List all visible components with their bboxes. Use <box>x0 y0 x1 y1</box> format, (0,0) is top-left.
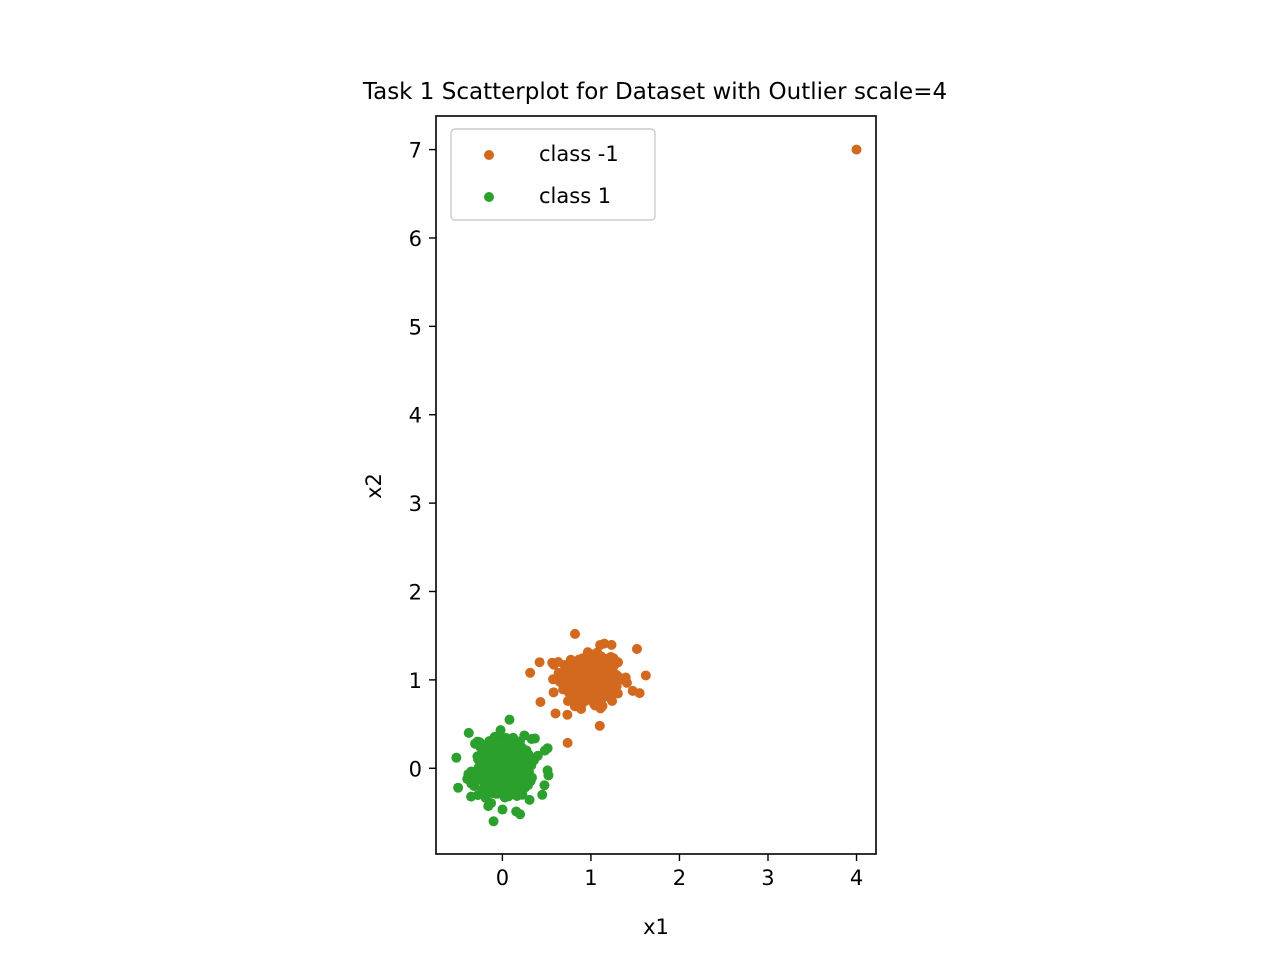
data-point <box>612 688 623 699</box>
data-point <box>515 809 526 820</box>
data-point <box>558 679 569 690</box>
data-point <box>550 708 561 719</box>
x-tick-label: 2 <box>673 866 686 890</box>
data-point <box>504 714 515 725</box>
data-point <box>483 801 494 812</box>
legend-box <box>450 128 656 221</box>
x-axis-label: x1 <box>643 915 669 939</box>
data-point <box>470 738 481 749</box>
data-point <box>634 688 645 699</box>
data-point <box>513 781 524 792</box>
y-axis-ticks: 0 1 2 3 4 5 6 7 <box>409 139 436 781</box>
data-point <box>601 653 612 664</box>
data-point <box>617 674 628 685</box>
legend-marker-class-1 <box>484 192 494 202</box>
series-class-1 <box>451 714 554 827</box>
data-point <box>595 703 606 714</box>
data-point <box>609 659 620 670</box>
data-point <box>525 667 536 678</box>
data-point <box>487 746 498 757</box>
data-point <box>574 676 585 687</box>
data-point <box>506 765 517 776</box>
y-tick-label: 2 <box>409 581 422 605</box>
y-tick-label: 7 <box>409 139 422 163</box>
data-point <box>466 791 477 802</box>
chart-title: Task 1 Scatterplot for Dataset with Outl… <box>362 79 947 105</box>
data-point <box>539 780 550 791</box>
data-point <box>597 675 608 686</box>
legend-marker-class-neg1 <box>484 150 494 160</box>
data-point <box>488 816 499 827</box>
data-point <box>535 696 546 707</box>
y-tick-label: 4 <box>409 404 422 428</box>
data-point <box>631 643 642 654</box>
data-point <box>453 782 464 793</box>
data-point <box>576 698 587 709</box>
data-point <box>588 678 599 689</box>
data-point <box>451 752 462 763</box>
data-point <box>553 657 564 667</box>
legend: class -1 class 1 <box>450 128 656 221</box>
y-tick-label: 3 <box>409 492 422 516</box>
data-point <box>519 768 530 779</box>
data-point <box>595 639 606 650</box>
data-point <box>585 649 596 660</box>
data-point <box>497 804 508 815</box>
y-tick-label: 1 <box>409 669 422 693</box>
data-point <box>587 687 598 698</box>
data-point <box>586 666 597 677</box>
data-point <box>569 628 580 639</box>
points-layer <box>451 144 862 827</box>
data-point <box>595 690 606 701</box>
plot-frame <box>435 115 877 855</box>
data-point <box>519 730 530 741</box>
data-point <box>522 752 533 763</box>
legend-label-class-neg1: class -1 <box>539 142 619 166</box>
data-point <box>476 758 487 769</box>
y-tick-label: 0 <box>409 757 422 781</box>
y-tick-label: 6 <box>409 227 422 251</box>
data-point <box>568 682 579 693</box>
data-point <box>500 733 511 744</box>
data-point <box>562 737 573 748</box>
data-point <box>534 657 545 668</box>
x-tick-label: 0 <box>496 866 509 890</box>
data-point <box>496 757 507 768</box>
data-point <box>640 670 651 681</box>
data-point <box>606 639 617 650</box>
data-point <box>548 674 559 685</box>
data-point <box>571 660 582 671</box>
x-axis-ticks: 0 1 2 3 4 <box>496 854 863 890</box>
data-point <box>529 733 540 744</box>
data-point <box>509 740 520 751</box>
data-point <box>517 789 528 800</box>
data-point <box>548 687 559 698</box>
data-point <box>543 770 554 781</box>
data-point <box>463 727 474 738</box>
data-point <box>594 720 605 731</box>
data-point <box>603 667 614 678</box>
data-point <box>497 747 508 758</box>
data-point <box>495 785 506 796</box>
data-point <box>851 144 862 155</box>
data-point <box>482 771 493 782</box>
data-point <box>524 794 535 805</box>
data-point <box>539 745 550 756</box>
x-tick-label: 4 <box>850 866 863 890</box>
data-point <box>562 709 573 720</box>
y-axis-label: x2 <box>362 473 386 499</box>
data-point <box>594 660 605 671</box>
data-point <box>489 731 500 742</box>
x-tick-label: 3 <box>761 866 774 890</box>
y-tick-label: 5 <box>409 315 422 339</box>
legend-label-class-1: class 1 <box>539 184 611 208</box>
data-point <box>537 789 548 800</box>
data-point <box>562 696 573 707</box>
data-point <box>508 732 519 743</box>
x-tick-label: 1 <box>584 866 597 890</box>
data-point <box>487 788 498 799</box>
series-class-neg1 <box>525 144 862 748</box>
